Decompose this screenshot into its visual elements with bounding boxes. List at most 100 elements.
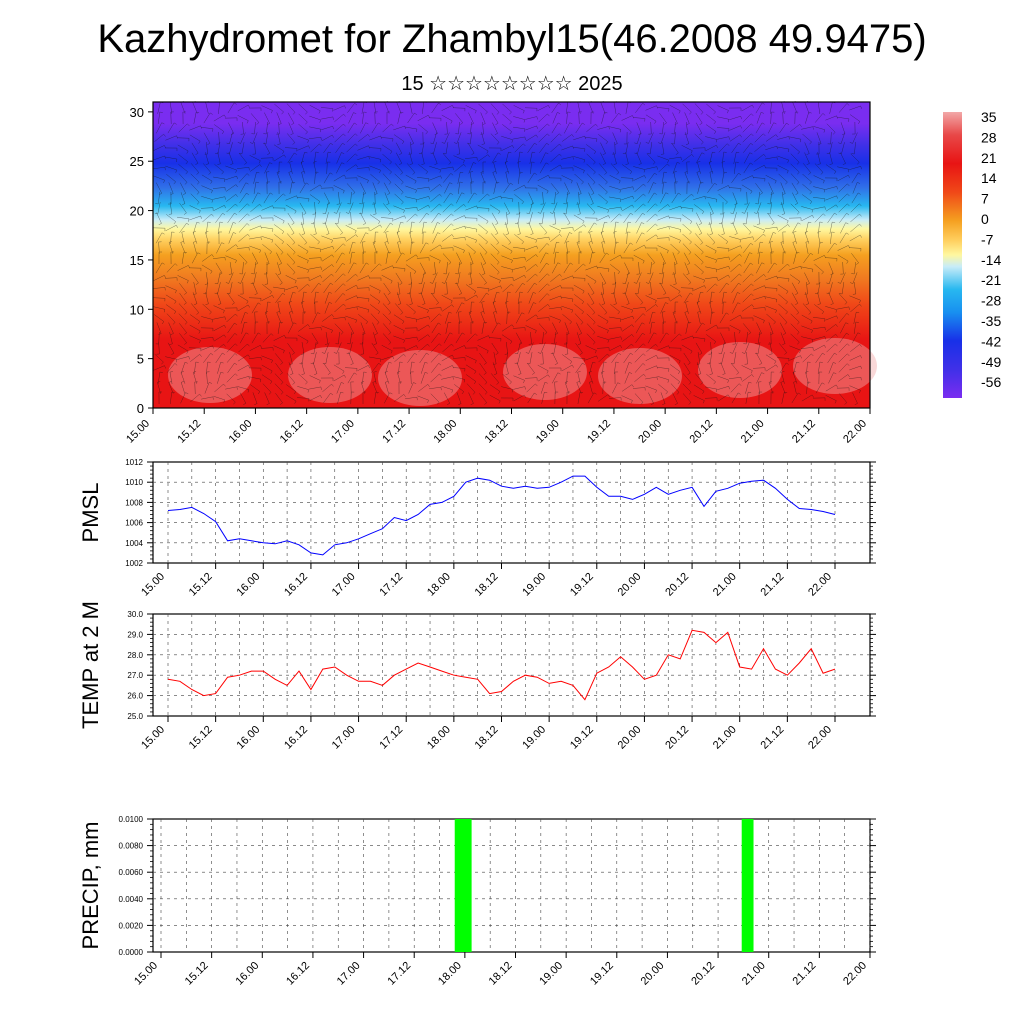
wind-barb <box>682 243 692 253</box>
wind-barb <box>478 373 488 383</box>
wind-barb <box>239 192 247 204</box>
wind-barb <box>634 353 644 363</box>
wind-barb <box>321 134 333 142</box>
wind-barb <box>838 193 848 203</box>
wind-barb-flag <box>352 251 356 253</box>
wind-barb <box>528 292 534 304</box>
wind-barb <box>529 152 533 164</box>
wind-barb-flag <box>679 333 682 337</box>
wind-barb <box>443 192 451 204</box>
wind-barb <box>189 125 201 131</box>
warm-area <box>378 350 462 406</box>
wind-barb <box>840 152 846 164</box>
x-tick-label: 15.12 <box>175 418 203 446</box>
wind-barb-flag <box>163 134 166 137</box>
wind-barb <box>346 143 356 153</box>
wind-barb-flag <box>739 134 742 138</box>
wind-barb-flag <box>775 364 778 368</box>
wind-barb <box>226 393 236 403</box>
wind-barb-flag <box>487 193 490 197</box>
wind-barb <box>650 262 652 274</box>
wind-barb-flag <box>592 361 596 364</box>
wind-barb <box>324 192 330 204</box>
wind-barb <box>754 274 764 282</box>
wind-barb <box>777 136 789 140</box>
wind-barb-flag <box>439 244 442 248</box>
wind-barb <box>657 345 669 351</box>
wind-barb <box>350 211 352 225</box>
wind-barb <box>829 142 833 154</box>
wind-barb <box>153 155 165 161</box>
wind-barb-flag <box>613 231 617 233</box>
wind-barb <box>528 302 534 314</box>
wind-barb-flag <box>810 252 814 256</box>
wind-barb-flag <box>451 234 454 238</box>
wind-barb <box>346 183 356 193</box>
wind-barb-flag <box>235 313 238 317</box>
wind-barb-flag <box>248 376 250 380</box>
wind-barb <box>538 293 548 303</box>
wind-barb-flag <box>372 241 376 243</box>
wind-barb <box>609 175 621 181</box>
wind-barb <box>730 254 740 262</box>
wind-barb-flag <box>340 332 344 335</box>
wind-barb <box>792 192 798 204</box>
wind-barb-flag <box>643 193 646 197</box>
wind-barb <box>587 292 595 304</box>
wind-barb <box>477 144 489 152</box>
wind-barb-flag <box>522 110 525 114</box>
x-tick-label: 19.00 <box>537 960 565 988</box>
wind-barb <box>813 206 825 210</box>
wind-barb <box>325 332 329 344</box>
wind-barb-flag <box>345 212 349 214</box>
wind-barb-flag <box>362 223 366 225</box>
wind-barb <box>717 386 729 390</box>
wind-barb-flag <box>212 396 214 400</box>
wind-barb <box>502 283 512 293</box>
wind-barb-flag <box>186 222 190 226</box>
wind-barb-flag <box>332 126 334 130</box>
wind-barb-flag <box>390 350 393 354</box>
wind-barb-flag <box>546 273 550 276</box>
wind-barb <box>393 125 405 131</box>
wind-barb <box>480 112 486 124</box>
wind-barb-flag <box>619 129 622 133</box>
wind-barb-flag <box>601 371 605 373</box>
wind-barb-flag <box>530 233 534 235</box>
wind-barb-flag <box>849 142 853 144</box>
wind-barb <box>359 262 367 274</box>
wind-barb <box>661 172 665 184</box>
wind-barb-flag <box>341 152 345 154</box>
wind-barb-flag <box>158 333 162 335</box>
wind-barb-flag <box>248 365 250 368</box>
wind-barb <box>409 292 413 304</box>
wind-barb <box>585 274 597 282</box>
wind-barb <box>685 302 689 314</box>
x-tick-label: 21.00 <box>711 724 739 752</box>
wind-barb <box>681 335 693 341</box>
wind-barb-flag <box>817 303 821 305</box>
wind-barb <box>502 233 512 243</box>
wind-barb <box>289 182 293 194</box>
wind-barb <box>513 386 525 390</box>
wind-barb-flag <box>532 151 536 153</box>
wind-barb <box>517 212 521 224</box>
wind-barb <box>446 262 448 274</box>
wind-barb-flag <box>559 320 561 324</box>
wind-barb <box>636 132 642 144</box>
wind-barb <box>179 202 187 214</box>
wind-barb <box>524 377 538 379</box>
wind-barb <box>659 113 667 123</box>
wind-barb-flag <box>509 111 512 115</box>
wind-barb <box>757 212 761 224</box>
wind-barb-flag <box>409 163 413 165</box>
wind-barb <box>309 126 321 130</box>
wind-barb-flag <box>560 285 562 289</box>
wind-barb <box>479 273 487 283</box>
wind-barb <box>766 313 776 323</box>
wind-barb <box>527 363 535 373</box>
wind-barb-flag <box>619 213 622 217</box>
wind-barb <box>227 322 235 334</box>
wind-barb-flag <box>557 372 561 375</box>
wind-barb-flag <box>474 371 477 374</box>
